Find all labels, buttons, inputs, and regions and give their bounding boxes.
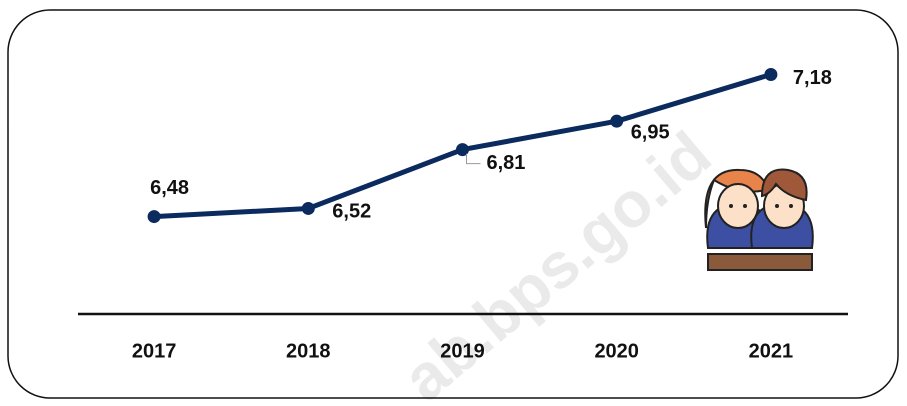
x-tick-label: 2017 xyxy=(132,340,177,362)
data-label: 7,18 xyxy=(793,67,832,89)
data-label: 6,81 xyxy=(487,152,526,174)
students-icon xyxy=(705,170,813,270)
data-label: 6,95 xyxy=(631,121,670,143)
data-label: 6,48 xyxy=(150,177,189,199)
marker xyxy=(456,143,469,156)
marker xyxy=(302,202,315,215)
x-tick-label: 2020 xyxy=(594,340,639,362)
x-tick-label: 2021 xyxy=(749,340,794,362)
marker xyxy=(764,68,777,81)
x-tick-label: 2019 xyxy=(440,340,485,362)
data-label: 6,52 xyxy=(332,201,371,223)
x-tick-label: 2018 xyxy=(286,340,331,362)
chart: ab.bps.go.id 201720182019202020216,486,5… xyxy=(0,0,907,401)
marker xyxy=(148,210,161,223)
marker xyxy=(610,115,623,128)
